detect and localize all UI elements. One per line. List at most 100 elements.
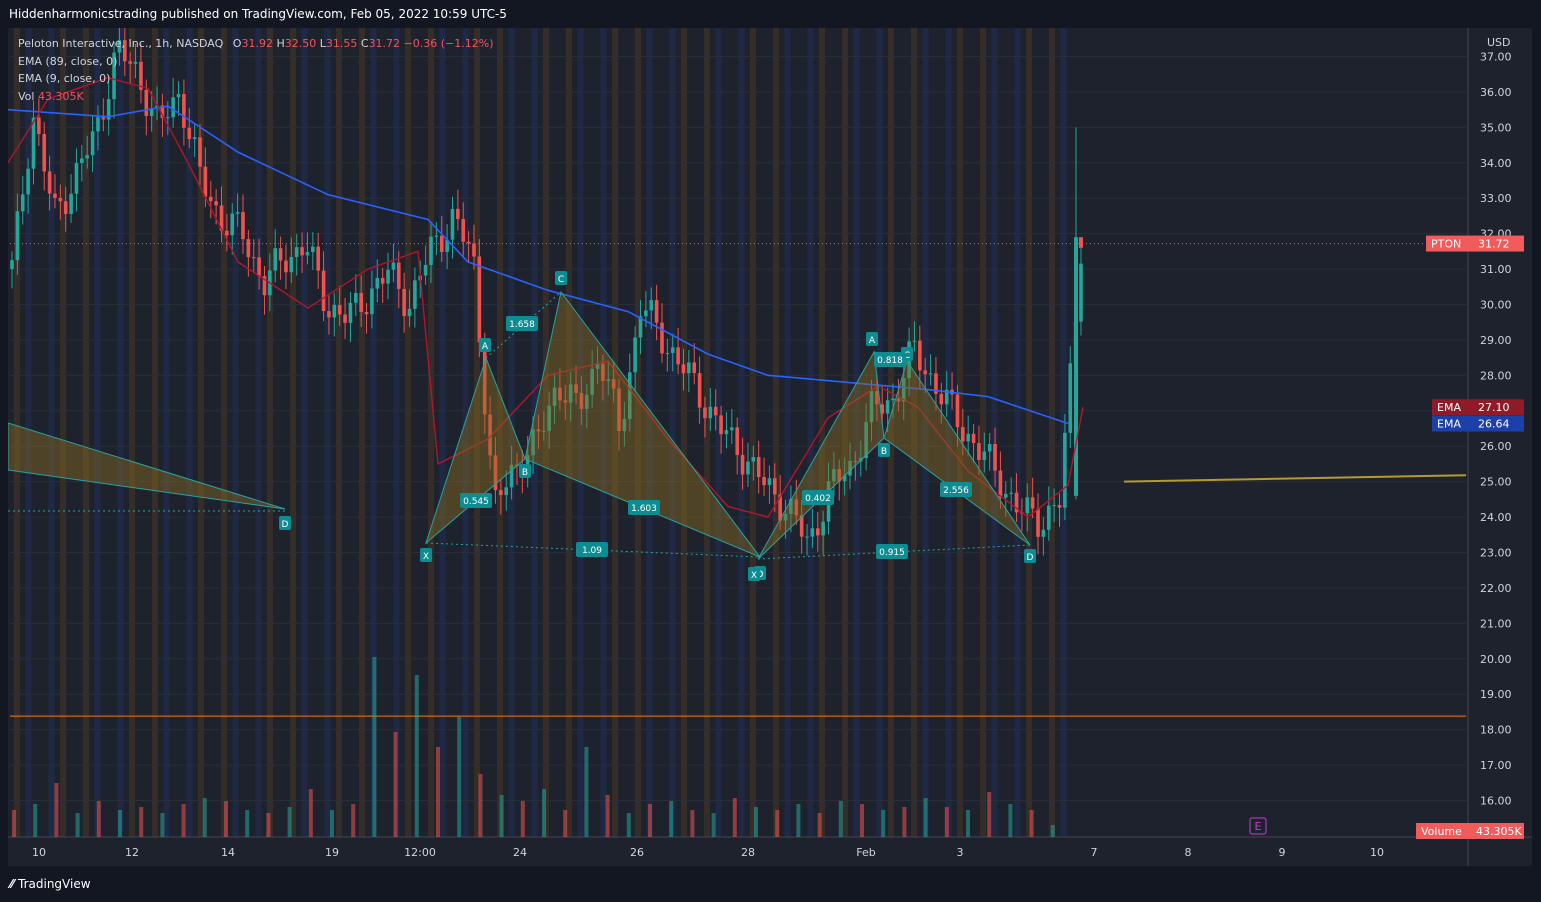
y-tick-label: 22.00 <box>1480 582 1512 595</box>
candle-body <box>106 99 111 120</box>
pattern-point-label: A <box>869 336 876 346</box>
session-stripe <box>784 28 791 837</box>
candle-body <box>719 415 723 435</box>
x-tick-label: 26 <box>630 846 644 859</box>
candle-body <box>504 487 509 496</box>
candle-body <box>982 451 987 460</box>
volume-bars <box>12 657 1055 837</box>
ema9-tag-name: EMA <box>1437 401 1461 414</box>
candle-body <box>203 166 208 197</box>
session-stripe <box>577 28 584 837</box>
pattern-ratio-label: 0.915 <box>879 548 905 558</box>
candle-body <box>219 205 224 231</box>
candle-body <box>730 427 734 431</box>
grid-lines <box>10 56 1466 801</box>
legend-vol-row[interactable]: Vol 43.305K <box>18 88 494 106</box>
candle-body <box>117 40 122 53</box>
pattern-point-label: B <box>881 447 887 457</box>
legend-ema9-row[interactable]: EMA (9, close, 0) <box>18 70 494 88</box>
volume-tag-name: Volume <box>1421 825 1462 838</box>
volume-bar <box>648 804 652 837</box>
legend-c-label: C <box>360 37 369 50</box>
ema89-tag-name: EMA <box>1437 418 1461 431</box>
candle-body <box>499 490 503 496</box>
candle-body <box>542 430 546 432</box>
session-stripe <box>25 28 32 837</box>
volume-bar <box>12 810 16 837</box>
pattern-ratio-label: 0.545 <box>463 497 489 507</box>
candle-body <box>579 392 584 409</box>
candle-body <box>230 213 235 236</box>
volume-bar <box>881 810 886 837</box>
session-stripe <box>715 28 722 837</box>
candle-body <box>493 455 498 491</box>
earnings-marker-label: E <box>1255 820 1262 833</box>
candle-body <box>987 444 992 452</box>
candle-body <box>606 379 611 381</box>
session-stripe <box>267 28 273 837</box>
volume-bar <box>923 798 928 837</box>
spike-candle-body <box>1074 237 1078 496</box>
pattern-ratio-label: 1.658 <box>509 320 535 330</box>
candle-body <box>670 347 675 353</box>
volume-bar <box>330 810 334 837</box>
candle-body <box>386 269 390 284</box>
tradingview-icon: ⁄⁄ <box>10 877 15 891</box>
candle-body <box>531 429 535 456</box>
session-stripe <box>301 28 308 837</box>
candle-body <box>192 137 197 140</box>
candle-body <box>574 384 578 393</box>
session-stripe <box>646 28 653 837</box>
y-tick-label: 34.00 <box>1480 157 1512 170</box>
candle-body <box>794 499 799 516</box>
volume-bar <box>160 813 165 837</box>
candle-body <box>316 246 320 271</box>
candle-body <box>966 433 970 442</box>
candle-body <box>644 310 648 317</box>
tradingview-logo[interactable]: ⁄⁄ TradingView <box>10 877 91 891</box>
volume-bar <box>351 804 356 837</box>
volume-bar <box>287 807 292 837</box>
volume-bar <box>308 789 313 837</box>
candle-body <box>332 304 337 318</box>
pattern-ratio-label: 1.09 <box>582 546 602 556</box>
candle-body <box>993 444 997 471</box>
candle-body <box>1063 432 1067 508</box>
candle-body <box>15 211 20 261</box>
legend-symbol-row[interactable]: Peloton Interactive, Inc., 1h, NASDAQ O3… <box>18 35 494 53</box>
x-ticks: 10 12 14 19 12:00 24 26 28 Feb 3 7 8 9 10 <box>32 846 1384 859</box>
session-stripe <box>474 28 480 837</box>
session-stripe <box>232 28 239 837</box>
candle-body <box>789 499 793 514</box>
candle-body <box>472 243 476 257</box>
candle-body <box>284 260 288 273</box>
chart-svg[interactable]: USD37.0036.0035.0034.0033.0032.0031.0030… <box>8 28 1532 866</box>
candle-body <box>327 311 331 318</box>
y-tick-label: 23.00 <box>1480 547 1512 560</box>
y-tick-label: 30.00 <box>1480 299 1512 312</box>
candle-body <box>343 314 347 323</box>
candle-body <box>396 262 401 289</box>
candle-body <box>944 389 949 405</box>
chart-frame[interactable]: USD 37.00 36.00 35.00 34.00 33.00 32.00 31.00 30… <box>8 28 1532 866</box>
candle-body <box>198 137 202 167</box>
legend-ema89-row[interactable]: EMA (89, close, 0) <box>18 53 494 71</box>
volume-bar <box>118 810 122 837</box>
session-stripe <box>911 28 917 837</box>
candle-body <box>63 201 68 214</box>
pattern-ratio-label: 0.402 <box>805 494 831 504</box>
session-stripe <box>336 28 342 837</box>
candle-body <box>563 400 568 403</box>
candle-body <box>74 163 79 194</box>
tradingview-brand: TradingView <box>18 877 91 891</box>
x-tick-label: 19 <box>325 846 339 859</box>
candle-body <box>858 457 863 462</box>
candle-body <box>1003 493 1008 498</box>
session-stripe <box>842 28 848 837</box>
session-stripe <box>497 28 503 837</box>
candle-body <box>923 370 928 375</box>
candle-body <box>558 387 562 401</box>
y-tick-label: 33.00 <box>1480 192 1512 205</box>
y-tick-label: 35.00 <box>1480 121 1512 134</box>
session-stripe <box>612 28 618 837</box>
